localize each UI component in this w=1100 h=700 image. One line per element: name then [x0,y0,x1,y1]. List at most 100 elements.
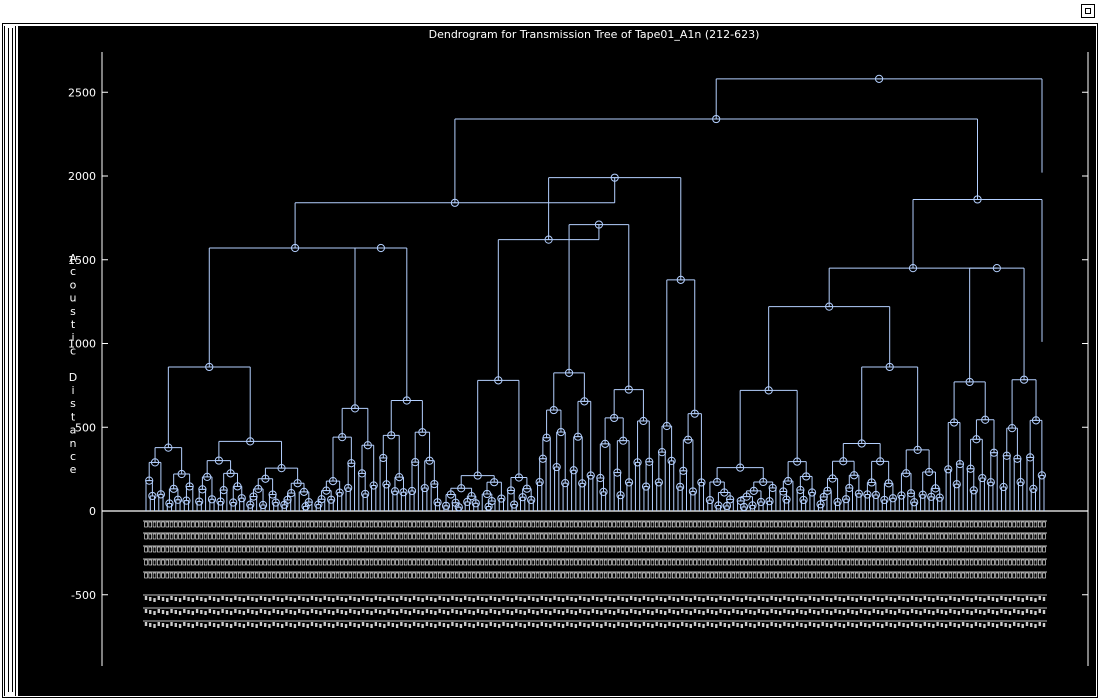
leaf-label-glyph [872,533,876,540]
leaf-label-glyph [225,533,229,540]
leaf-label-glyph [1013,596,1016,600]
leaf-label-glyph [1029,572,1033,579]
leaf-label-glyph [442,572,446,579]
leaf-label-glyph [476,572,480,579]
leaf-label-glyph [412,572,416,579]
leaf-label-glyph [297,546,301,553]
leaf-label-glyph [612,521,616,528]
leaf-label-glyph [437,546,442,553]
leaf-label-glyph [608,546,612,553]
leaf-label-glyph [446,598,450,602]
leaf-label-glyph [1021,611,1024,615]
leaf-label-glyph [808,622,812,626]
leaf-label-glyph [463,521,467,528]
leaf-label-glyph [599,572,604,579]
leaf-label-glyph [519,623,522,627]
leaf-label-glyph [646,533,650,540]
leaf-label-glyph [867,546,872,553]
leaf-label-glyph [965,533,970,540]
leaf-label-glyph [834,622,837,626]
leaf-label-glyph [284,533,289,540]
leaf-label-glyph [902,610,905,614]
leaf-label-glyph [664,611,667,615]
leaf-label-glyph [498,598,501,602]
leaf-label-glyph [876,559,880,566]
leaf-label-glyph [944,572,948,579]
leaf-label-glyph [212,546,216,553]
leaf-label-glyph [965,559,970,566]
leaf-label-glyph [872,596,875,600]
leaf-label-glyph [531,572,535,579]
leaf-label-glyph [825,597,829,601]
leaf-label-glyph [382,521,387,528]
leaf-label-glyph [166,624,169,628]
leaf-label-glyph [587,611,590,615]
leaf-label-glyph [957,546,961,553]
leaf-label-glyph [812,546,816,553]
leaf-label-glyph [752,521,757,528]
leaf-label-glyph [148,559,152,566]
leaf-label-glyph [1000,596,1003,600]
leaf-label-glyph [1003,572,1008,579]
leaf-label-glyph [672,623,675,627]
tree-node [586,471,595,480]
leaf-label-glyph [153,624,156,628]
leaf-label-glyph [200,597,203,601]
leaf-label-glyph [349,596,352,600]
leaf-label-glyph [203,559,208,566]
leaf-label-glyph [586,559,591,566]
leaf-label-glyph [1033,559,1038,566]
leaf-label-glyph [566,622,569,626]
restore-icon[interactable] [1081,4,1095,18]
leaf-label-glyph [557,546,561,553]
leaf-label-glyph [416,546,421,553]
leaf-label-glyph [187,610,190,614]
leaf-label-glyph [454,546,459,553]
leaf-label-glyph [876,521,880,528]
tree-node [875,74,884,83]
leaf-label-glyph [650,521,655,528]
leaf-label-glyph [442,559,446,566]
leaf-label-glyph [595,559,599,566]
leaf-label-glyph [434,624,437,628]
leaf-label-glyph [361,533,365,540]
tree-node [205,362,214,372]
leaf-label-glyph [523,533,527,540]
leaf-label-glyph [318,559,323,566]
leaf-label-glyph [557,610,561,614]
leaf-label-glyph [599,559,604,566]
leaf-label-glyph [314,572,318,579]
leaf-label-glyph [489,596,492,600]
vertical-scrollbar[interactable] [4,26,16,696]
leaf-label-glyph [923,521,927,528]
leaf-label-glyph [749,623,752,627]
leaf-label-glyph [386,572,391,579]
tree-node [446,490,455,499]
leaf-label-glyph [600,624,603,628]
leaf-label-glyph [340,546,344,553]
leaf-label-glyph [1012,546,1016,553]
leaf-label-glyph [493,572,497,579]
leaf-label-glyph [791,521,795,528]
leaf-label-glyph [859,622,863,626]
leaf-label-glyph [391,521,395,528]
leaf-label-glyph [634,623,637,627]
leaf-label-glyph [323,596,326,600]
leaf-label-glyph [625,611,629,615]
leaf-label-glyph [919,611,922,615]
leaf-label-glyph [931,521,936,528]
leaf-label-glyph [301,572,306,579]
leaf-label-glyph [166,611,169,615]
leaf-label-glyph [220,533,225,540]
leaf-label-glyph [663,546,667,553]
leaf-label-glyph [881,611,884,615]
tree-node [782,495,791,504]
leaf-label-glyph [361,559,365,566]
leaf-label-glyph [174,623,177,627]
leaf-label-glyph [557,533,561,540]
leaf-label-glyph [757,609,761,613]
tree-node [335,488,344,497]
leaf-label-glyph [353,623,356,627]
leaf-label-glyph [191,611,195,615]
tree-node [497,494,506,503]
